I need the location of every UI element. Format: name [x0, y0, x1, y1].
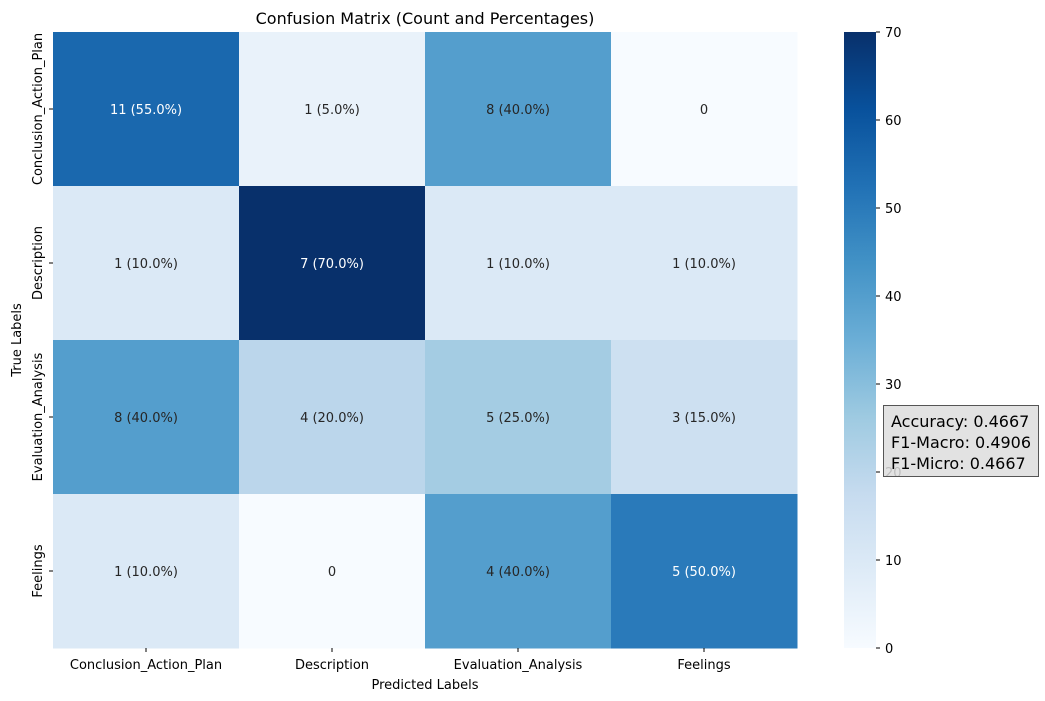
- heatmap-cell: [425, 32, 612, 187]
- cell-label: 1 (10.0%): [114, 565, 178, 580]
- heatmap-cell: [53, 32, 240, 187]
- heatmap-cell: [53, 340, 240, 495]
- cell-label: 11 (55.0%): [110, 103, 182, 118]
- heatmap-cell: [425, 186, 612, 341]
- x-axis: Conclusion_Action_Plan Description Evaluat…: [70, 648, 731, 673]
- y-axis-label: True Labels: [10, 303, 25, 378]
- x-axis-label: Predicted Labels: [371, 678, 478, 693]
- cell-label: 1 (5.0%): [304, 103, 360, 118]
- colorbar-tick-label: 70: [885, 26, 902, 41]
- heatmap-cell: [611, 340, 798, 495]
- heatmap-cell: [611, 186, 798, 341]
- chart-title: Confusion Matrix (Count and Percentages): [256, 9, 595, 28]
- colorbar-tick-label: 60: [885, 114, 902, 129]
- y-axis: Conclusion_Action_Plan Description Evaluat…: [31, 33, 53, 598]
- y-tick-label: Conclusion_Action_Plan: [31, 33, 46, 185]
- cell-label: 4 (40.0%): [486, 565, 550, 580]
- colorbar-tick-label: 10: [885, 554, 902, 569]
- cell-label: 8 (40.0%): [114, 411, 178, 426]
- heatmap-cell: [425, 340, 612, 495]
- accuracy-text: Accuracy: 0.4667: [891, 412, 1030, 431]
- x-tick-label: Evaluation_Analysis: [454, 658, 583, 673]
- cell-label: 3 (15.0%): [672, 411, 736, 426]
- heatmap-cell: [611, 494, 798, 649]
- cell-label: 4 (20.0%): [300, 411, 364, 426]
- cell-label: 1 (10.0%): [486, 257, 550, 272]
- y-tick-label: Evaluation_Analysis: [31, 352, 46, 481]
- x-tick-label: Description: [295, 658, 369, 673]
- colorbar: [844, 32, 876, 648]
- colorbar-tick-label: 50: [885, 202, 902, 217]
- metrics-box: Accuracy: 0.4667 F1-Macro: 0.4906 F1-Mic…: [883, 405, 1039, 477]
- cell-label: 1 (10.0%): [672, 257, 736, 272]
- cell-label: 8 (40.0%): [486, 103, 550, 118]
- heatmap-cells: 11 (55.0%) 1 (5.0%) 8 (40.0%) 0 1 (10.0%) 7 (…: [53, 32, 798, 649]
- cell-label: 7 (70.0%): [300, 257, 364, 272]
- f1-micro-text: F1-Micro: 0.4667: [891, 454, 1026, 473]
- heatmap-cell: [425, 494, 612, 649]
- heatmap-cell: [239, 494, 426, 649]
- x-tick-label: Feelings: [677, 658, 730, 673]
- colorbar-tick-label: 0: [885, 642, 893, 657]
- heatmap-cell: [611, 32, 798, 187]
- heatmap-cell: [53, 494, 240, 649]
- x-tick-label: Conclusion_Action_Plan: [70, 658, 222, 673]
- colorbar-tick-label: 40: [885, 290, 902, 305]
- f1-macro-text: F1-Macro: 0.4906: [891, 433, 1032, 452]
- colorbar-ticks: 010203040506070: [876, 26, 902, 657]
- cell-label: 0: [700, 103, 708, 118]
- cell-label: 5 (50.0%): [672, 565, 736, 580]
- y-tick-label: Feelings: [31, 544, 46, 597]
- cell-label: 0: [328, 565, 336, 580]
- heatmap-cell: [239, 186, 426, 341]
- cell-label: 1 (10.0%): [114, 257, 178, 272]
- cell-label: 5 (25.0%): [486, 411, 550, 426]
- heatmap-cell: [239, 32, 426, 187]
- heatmap-cell: [53, 186, 240, 341]
- y-tick-label: Description: [31, 226, 46, 300]
- heatmap-cell: [239, 340, 426, 495]
- colorbar-tick-label: 30: [885, 378, 902, 393]
